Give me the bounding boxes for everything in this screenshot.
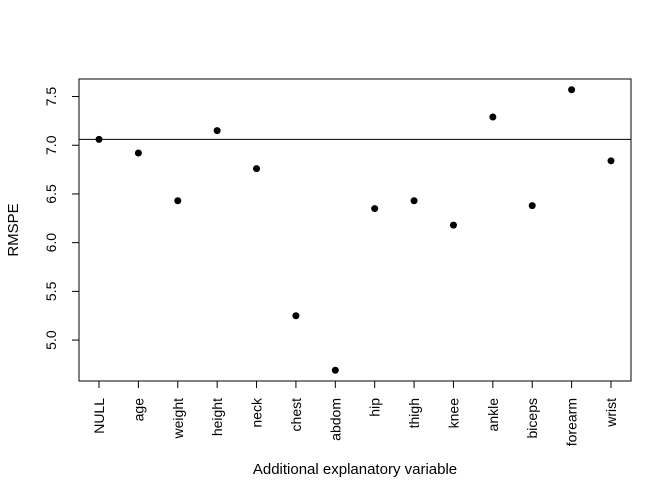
data-point bbox=[134, 149, 142, 157]
x-tick-label: neck bbox=[249, 397, 265, 428]
data-point bbox=[449, 221, 457, 229]
x-tick-label: hip bbox=[367, 398, 383, 417]
y-axis: 5.0 5.5 6.0 6.5 7.0 7.5 bbox=[43, 87, 80, 350]
x-tick-label: biceps bbox=[524, 398, 540, 438]
x-tick-label: forearm bbox=[564, 398, 580, 446]
x-tick-label: abdom bbox=[327, 398, 343, 441]
data-point bbox=[331, 366, 339, 374]
y-tick-label: 7.5 bbox=[43, 87, 59, 107]
data-point bbox=[95, 135, 103, 143]
x-tick-label: thigh bbox=[406, 398, 422, 428]
x-tick-label: height bbox=[209, 398, 225, 436]
x-tick-label: ankle bbox=[485, 398, 501, 432]
data-point bbox=[213, 127, 221, 135]
y-tick-label: 6.5 bbox=[43, 184, 59, 204]
x-tick-label: weight bbox=[170, 398, 186, 440]
plot-frame bbox=[78, 78, 632, 382]
x-tick-label: chest bbox=[288, 398, 304, 432]
y-tick-label: 5.5 bbox=[43, 281, 59, 301]
data-point bbox=[607, 157, 615, 165]
data-point bbox=[371, 205, 379, 213]
data-point bbox=[174, 197, 182, 205]
x-tick-label: NULL bbox=[91, 398, 107, 434]
x-axis-title: Additional explanatory variable bbox=[253, 461, 457, 478]
x-tick-label: wrist bbox=[603, 398, 619, 428]
data-point bbox=[489, 113, 497, 121]
y-axis-title: RMSPE bbox=[5, 203, 22, 256]
x-axis: NULL age weight height neck chest abdom hip thig… bbox=[91, 380, 619, 446]
y-tick-label: 6.0 bbox=[43, 233, 59, 253]
data-point bbox=[253, 165, 261, 173]
data-point bbox=[410, 197, 418, 205]
data-point bbox=[292, 312, 300, 320]
data-point bbox=[528, 202, 536, 210]
y-tick-label: 5.0 bbox=[43, 330, 59, 350]
data-points bbox=[95, 86, 615, 374]
y-tick-label: 7.0 bbox=[43, 135, 59, 155]
data-point bbox=[568, 86, 576, 94]
x-tick-label: age bbox=[130, 398, 146, 422]
x-tick-label: knee bbox=[445, 398, 461, 429]
